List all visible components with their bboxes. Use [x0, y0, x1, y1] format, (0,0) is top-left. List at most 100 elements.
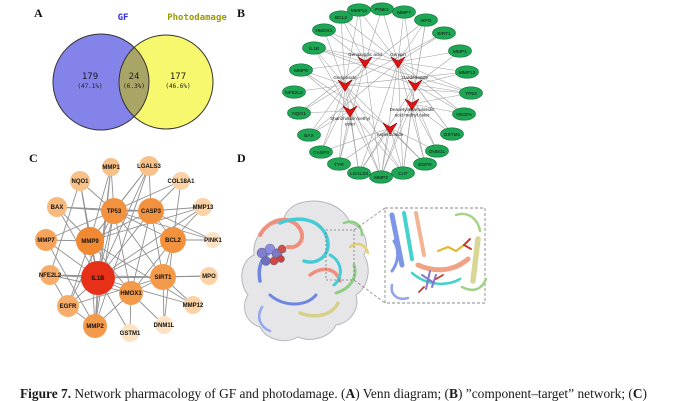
protein-node-label: DNM1L	[154, 323, 175, 329]
target-node-shape	[312, 23, 336, 37]
edge	[113, 210, 132, 294]
edge	[411, 103, 426, 165]
caption-bold-segment: B	[449, 386, 458, 401]
target-node-shape	[297, 128, 321, 142]
target-node: HMOX1	[312, 23, 336, 37]
protein-node-label: GSTM1	[120, 331, 141, 337]
protein-node-label: BAX	[51, 205, 64, 211]
target-node: DNM1L	[425, 144, 449, 158]
protein-node: IL1B	[81, 261, 115, 295]
target-node: CAT	[391, 166, 415, 180]
edge	[320, 127, 391, 153]
target-node-label: HMOX1	[315, 28, 332, 34]
panel-d-label: D	[237, 151, 246, 165]
edge	[349, 110, 404, 174]
edge	[89, 240, 194, 306]
protein-node-label: MMP2	[86, 324, 104, 330]
figure-caption: Figure 7. Network pharmacology of GF and…	[20, 384, 666, 401]
target-node-label: MMP2	[374, 175, 388, 181]
target-node: PINK1	[370, 2, 394, 16]
protein-node-label: LGALS3	[137, 164, 161, 170]
compound-node-label: Asperuloside	[377, 132, 404, 137]
target-node: MMP1	[448, 44, 472, 58]
edge	[338, 110, 351, 165]
target-node: IL1B	[302, 41, 326, 55]
edge	[344, 84, 404, 174]
edge	[67, 276, 164, 307]
protein-node-shape	[101, 198, 127, 224]
edge	[340, 16, 346, 86]
target-node-shape	[282, 85, 306, 99]
protein-node-shape	[119, 281, 143, 305]
edge	[397, 61, 472, 94]
target-node-shape	[448, 44, 472, 58]
edge	[94, 166, 112, 327]
compound-node-label: Geniposidic acid	[348, 52, 382, 57]
venn-overlap-count: 24	[129, 72, 140, 82]
protein-node-shape	[155, 316, 173, 334]
venn-right-percent: (46.6%)	[165, 83, 190, 90]
protein-node-label: COL18A1	[167, 179, 195, 185]
protein-node: GSTM1	[120, 324, 141, 342]
edge	[397, 11, 405, 63]
protein-node-shape	[200, 267, 218, 285]
venn-right-outline	[118, 34, 214, 130]
target-node-label: NFE2L2	[285, 90, 303, 96]
compound-node: Asperuloside	[377, 122, 404, 137]
edge	[403, 11, 416, 86]
venn-left-title: GF	[118, 13, 129, 23]
edge	[45, 239, 96, 327]
target-node-label: NQO1	[292, 111, 306, 117]
edge	[397, 61, 438, 152]
target-node-shape	[309, 145, 333, 159]
protein-node-shape	[205, 232, 221, 248]
caption-bold-segment: A	[345, 386, 356, 401]
target-node-label: DNM1L	[429, 149, 446, 155]
protein-node-label: MMP7	[37, 238, 55, 244]
ligand-spheres	[256, 243, 287, 266]
protein-node-shape	[160, 227, 186, 253]
edge	[349, 110, 382, 178]
edge	[323, 29, 399, 63]
protein-node-label: SIRT1	[154, 275, 172, 281]
caption-segment: Network pharmacology of GF and photodama…	[71, 386, 346, 401]
protein-node-label: CASP3	[141, 209, 162, 215]
edge	[323, 29, 346, 86]
edge	[397, 61, 465, 115]
protein-node: MMP7	[35, 229, 57, 251]
target-node-label: MPO	[421, 18, 432, 24]
compound-node-shape	[382, 122, 398, 135]
compound-node-shape	[357, 56, 373, 69]
edge	[397, 61, 468, 73]
venn-right-count: 177	[170, 72, 186, 82]
edge	[89, 206, 204, 242]
compound-node-shape	[342, 105, 358, 118]
protein-node-label: MPO	[202, 274, 216, 280]
protein-node: CASP3	[138, 198, 164, 224]
edge	[113, 210, 164, 278]
compound-node-shape	[390, 56, 406, 69]
caption-segment: ) ”component–target” network; (	[457, 386, 633, 401]
target-node-label: VEGFA	[456, 112, 473, 118]
target-node-shape	[327, 157, 351, 171]
protein-node: MMP1	[102, 158, 120, 176]
protein-node: HMOX1	[119, 281, 143, 305]
edge	[344, 71, 468, 86]
target-node-label: SIRT1	[437, 31, 451, 37]
compound-node-shape	[407, 79, 423, 92]
protein-node: EGFR	[57, 295, 79, 317]
target-node-label: PINK1	[375, 7, 389, 13]
target-node-label: MMP7	[397, 10, 411, 16]
target-node-label: EGFR	[418, 162, 432, 168]
compound-node-label: ester	[345, 121, 356, 126]
edge	[49, 180, 81, 276]
edge	[308, 61, 399, 136]
protein-node-shape	[121, 324, 139, 342]
compound-node: Gardenoside	[402, 75, 429, 92]
ppi-network: MMP1 LGALS3 NQO1 COL18A1 BAX TP53 CASP3 MMP13 MM…	[35, 156, 222, 342]
edge	[364, 8, 383, 63]
protein-node-shape	[150, 264, 176, 290]
edge	[349, 110, 360, 174]
target-node-shape	[347, 166, 371, 180]
edge	[411, 19, 427, 105]
